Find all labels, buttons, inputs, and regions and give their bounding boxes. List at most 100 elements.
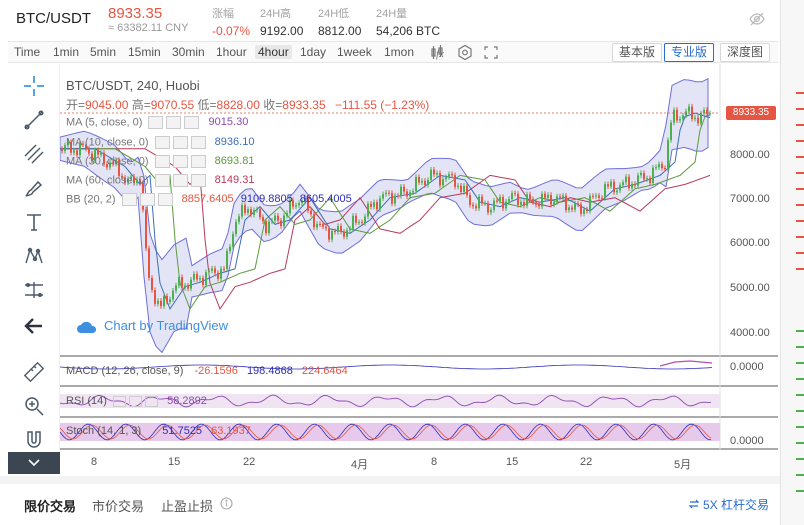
tf-15min[interactable]: 15min xyxy=(128,45,161,59)
zoom-in-icon[interactable] xyxy=(22,394,46,418)
fib-icon[interactable] xyxy=(22,142,46,166)
brush-icon[interactable] xyxy=(22,176,46,200)
text-icon[interactable] xyxy=(22,210,46,234)
tf-30min[interactable]: 30min xyxy=(172,45,205,59)
close-icon[interactable] xyxy=(190,155,206,168)
tf-time[interactable]: Time xyxy=(14,45,41,59)
indicator-icon[interactable]: fx xyxy=(434,44,452,61)
candle-body xyxy=(106,164,108,168)
chart-canvas[interactable] xyxy=(60,64,780,474)
candle-body xyxy=(172,290,174,300)
x-tick: 8 xyxy=(431,456,438,468)
y-tick: 7000.00 xyxy=(730,193,770,205)
chevron-down-icon[interactable] xyxy=(26,456,42,470)
candle-body xyxy=(703,109,705,114)
candle-body xyxy=(646,178,648,180)
rsi-legend[interactable]: RSI (14) 58.2892 xyxy=(66,395,207,407)
candle-body xyxy=(454,175,456,187)
bb-upper-value: 9109.8805 xyxy=(240,193,293,206)
view-depth-button[interactable]: 深度图 xyxy=(720,43,771,62)
candle-body xyxy=(613,181,615,193)
eye-icon[interactable] xyxy=(148,116,164,129)
close-icon[interactable] xyxy=(145,395,159,407)
macd-signal-line xyxy=(659,360,713,367)
close-icon[interactable] xyxy=(190,174,206,187)
close-icon[interactable] xyxy=(190,136,206,149)
ruler-icon[interactable] xyxy=(22,360,46,384)
pair-name[interactable]: BTC/USDT xyxy=(16,10,91,27)
candle-body xyxy=(559,196,561,198)
tf-1week[interactable]: 1week xyxy=(337,45,372,59)
tab-limit-order[interactable]: 限价交易 xyxy=(24,499,77,514)
candle-body xyxy=(415,177,417,192)
candle-body xyxy=(529,194,531,200)
pattern-icon[interactable] xyxy=(22,244,46,268)
ma10-legend[interactable]: MA (10, close, 0) 8936.10 xyxy=(66,136,254,149)
hexagon-settings-icon[interactable] xyxy=(456,44,474,61)
candle-body xyxy=(574,203,576,210)
eye-icon[interactable] xyxy=(154,174,170,187)
measure-icon[interactable] xyxy=(22,278,46,302)
gear-icon[interactable] xyxy=(172,136,188,149)
close-icon[interactable] xyxy=(157,193,173,206)
leverage-trade-link[interactable]: 5X 杠杆交易 xyxy=(688,496,769,513)
change-label: 涨幅 xyxy=(212,8,234,20)
tf-1hour[interactable]: 1hour xyxy=(216,45,247,59)
tf-5min[interactable]: 5min xyxy=(90,45,117,59)
candle-body xyxy=(436,173,438,175)
bb-basis-value: 8857.6405 xyxy=(181,193,234,206)
ma60-legend[interactable]: MA (60, close, 0) 8149.31 xyxy=(66,174,254,187)
magnet-icon[interactable] xyxy=(22,428,46,452)
candle-body xyxy=(568,207,570,211)
ticker-header: BTC/USDT 8933.35 ≈ 63382.11 CNY 涨幅 -0.07… xyxy=(0,0,780,40)
close-value: 8933.35 xyxy=(282,98,326,112)
tab-stop-order[interactable]: 止盈止损 xyxy=(161,499,214,514)
candle-body xyxy=(97,150,99,155)
tf-1mon[interactable]: 1mon xyxy=(384,45,415,59)
candle-body xyxy=(535,202,537,205)
gear-icon[interactable] xyxy=(129,395,143,407)
stoch-legend[interactable]: Stoch (14, 1, 3) 51.7525 63.1937 xyxy=(66,425,251,437)
eye-icon[interactable] xyxy=(154,155,170,168)
candle-body xyxy=(472,204,474,207)
gear-icon[interactable] xyxy=(166,116,182,129)
eye-icon[interactable] xyxy=(121,193,137,206)
tf-4hour[interactable]: 4hour xyxy=(255,45,292,59)
candle-body xyxy=(580,204,582,214)
eye-slash-icon[interactable] xyxy=(748,10,766,28)
tab-market-order[interactable]: 市价交易 xyxy=(92,499,145,514)
gear-icon[interactable] xyxy=(139,193,155,206)
price-chart[interactable]: BTC/USDT, 240, Huobi 开=9045.00 高=9070.55… xyxy=(60,64,780,474)
view-pro-button[interactable]: 专业版 xyxy=(664,43,715,62)
candle-body xyxy=(73,150,75,153)
candle-settings-icon[interactable] xyxy=(428,44,446,61)
candle-body xyxy=(679,118,681,121)
back-arrow-icon[interactable] xyxy=(22,314,46,338)
tf-1day[interactable]: 1day xyxy=(300,45,327,59)
gear-icon[interactable] xyxy=(172,155,188,168)
close-icon[interactable] xyxy=(184,116,200,129)
info-circle-icon[interactable] xyxy=(220,497,233,510)
candle-body xyxy=(103,152,105,165)
tf-1min[interactable]: 1min xyxy=(53,45,80,59)
view-basic-button[interactable]: 基本版 xyxy=(612,43,663,62)
macd-legend[interactable]: MACD (12, 26, close, 9) -26.1596 198.486… xyxy=(66,365,348,377)
ma30-legend[interactable]: MA (30, close, 0) 8693.81 xyxy=(66,155,254,168)
gear-icon[interactable] xyxy=(172,174,188,187)
collapse-tools-bar[interactable] xyxy=(8,452,60,474)
bb-legend[interactable]: BB (20, 2) 8857.6405 9109.8805 8605.4005 xyxy=(66,193,352,206)
last-price: 8933.35 xyxy=(108,5,163,22)
fullscreen-icon[interactable] xyxy=(482,44,500,61)
candle-body xyxy=(199,278,201,280)
candle-body xyxy=(514,193,516,195)
book-tick xyxy=(796,442,804,444)
tradingview-watermark[interactable]: Chart by TradingView xyxy=(76,318,228,334)
ma5-legend[interactable]: MA (5, close, 0) 9015.30 xyxy=(66,116,248,129)
candle-body xyxy=(115,159,117,164)
watermark-text: Chart by TradingView xyxy=(104,318,229,333)
eye-icon[interactable] xyxy=(154,136,170,149)
trend-line-icon[interactable] xyxy=(22,108,46,132)
candle-body xyxy=(370,203,372,207)
crosshair-icon[interactable] xyxy=(22,74,46,98)
eye-icon[interactable] xyxy=(113,395,127,407)
